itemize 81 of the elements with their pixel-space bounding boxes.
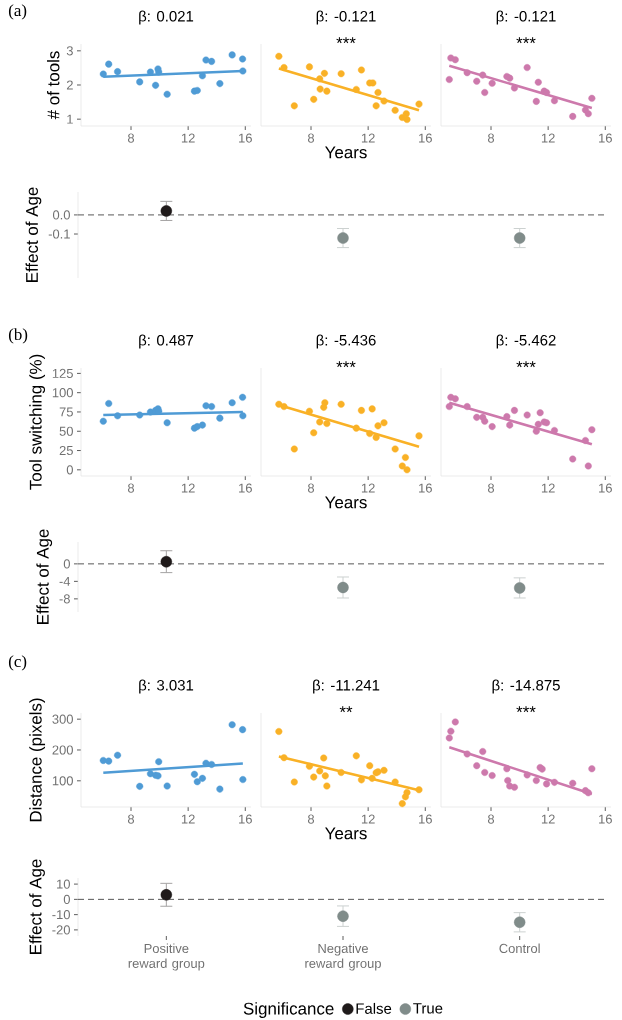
x-tick-label: 16: [599, 483, 612, 493]
text: ***: [516, 706, 536, 713]
y-tick-label: 3: [66, 46, 73, 56]
y-tick-label: 100: [52, 388, 73, 398]
x-axis-title: Years: [325, 827, 367, 840]
chart-title: β: -5.462: [496, 334, 556, 349]
x-tick-label: 16: [239, 133, 252, 143]
x-tick-label: 12: [181, 814, 195, 824]
text: (b): [8, 328, 28, 344]
y-tick-label: 200: [52, 745, 73, 755]
y-tick-label: 50: [59, 426, 73, 436]
text: **: [339, 706, 353, 713]
legend-title: Significance: [243, 1002, 334, 1018]
chart-title: β: -0.121: [496, 10, 556, 25]
y-tick-label: -20: [52, 925, 70, 935]
chart-title: β: 3.031: [139, 679, 194, 694]
y-axis-title: Effect of Age: [25, 187, 42, 282]
y-axis-title: Distance (pixels): [29, 698, 46, 822]
x-tick-label: 16: [239, 483, 252, 493]
x-axis-title: Years: [325, 496, 367, 509]
y-tick-label: 0: [66, 465, 73, 475]
x-axis-title: Years: [325, 146, 367, 159]
x-tick-label: 12: [361, 814, 375, 824]
text: ***: [336, 361, 356, 368]
y-axis-title: Effect of Age: [36, 529, 53, 624]
x-tick-label: 16: [419, 133, 432, 143]
x-tick-label: 8: [127, 133, 135, 143]
chart-title: β: -14.875: [492, 679, 560, 694]
x-tick-label: 8: [487, 483, 495, 493]
x-tick-label: 8: [487, 814, 495, 824]
y-tick-label: 125: [52, 368, 73, 378]
chart-title: β: -11.241: [313, 679, 380, 694]
y-tick-label: 1: [67, 114, 73, 124]
x-tick-label: 8: [127, 483, 135, 493]
x-tick-label: Control: [499, 943, 540, 954]
x-tick-label: 16: [239, 814, 252, 824]
y-tick-label: 0: [63, 559, 70, 569]
x-tick-label: 8: [487, 133, 495, 143]
text: ***: [516, 361, 536, 368]
x-tick-label: 8: [307, 483, 315, 493]
y-tick-label: 25: [59, 445, 73, 456]
y-axis-title: # of tools: [47, 51, 60, 120]
x-tick-label: 12: [361, 483, 375, 493]
y-axis-title: Effect of Age: [29, 859, 45, 954]
y-tick-label: -0.1: [48, 229, 70, 239]
chart-title: β: -0.121: [316, 10, 376, 25]
legend-label: True: [413, 1003, 443, 1014]
chart-title: β: 0.487: [139, 334, 194, 349]
x-tick-label: 16: [599, 133, 612, 143]
chart-title: β: 0.021: [139, 10, 194, 25]
x-tick-label: 8: [307, 133, 315, 143]
legend-label: False: [356, 1002, 392, 1014]
y-tick-label: 100: [52, 776, 73, 786]
x-tick-label: 12: [541, 133, 555, 143]
x-tick-label: 12: [181, 483, 195, 493]
chart-title: β: -5.436: [316, 334, 376, 349]
x-tick-label: 16: [419, 814, 432, 824]
y-tick-label: 0: [63, 894, 70, 904]
text: ***: [336, 37, 356, 44]
x-tick-label: 12: [361, 133, 375, 143]
text: ***: [516, 37, 536, 44]
x-tick-label: Negative reward group: [305, 943, 381, 971]
text: (c): [8, 655, 27, 671]
x-tick-label: Positive reward group: [128, 943, 205, 971]
x-tick-label: 16: [599, 814, 612, 824]
x-tick-label: 16: [419, 483, 432, 493]
text: (a): [8, 4, 27, 20]
y-axis-title: Tool switching (%): [29, 354, 46, 490]
y-tick-label: -8: [59, 594, 70, 604]
y-tick-label: 300: [52, 714, 73, 724]
x-tick-label: 12: [541, 483, 555, 493]
y-tick-label: 0.0: [52, 210, 70, 220]
y-tick-label: 75: [59, 407, 73, 417]
y-tick-label: -10: [52, 910, 70, 920]
x-tick-label: 8: [127, 814, 135, 824]
y-tick-label: -4: [59, 576, 71, 586]
y-tick-label: 2: [66, 80, 73, 90]
y-tick-label: 10: [57, 879, 70, 889]
x-tick-label: 8: [307, 814, 315, 824]
x-tick-label: 12: [541, 814, 555, 824]
x-tick-label: 12: [181, 133, 195, 143]
